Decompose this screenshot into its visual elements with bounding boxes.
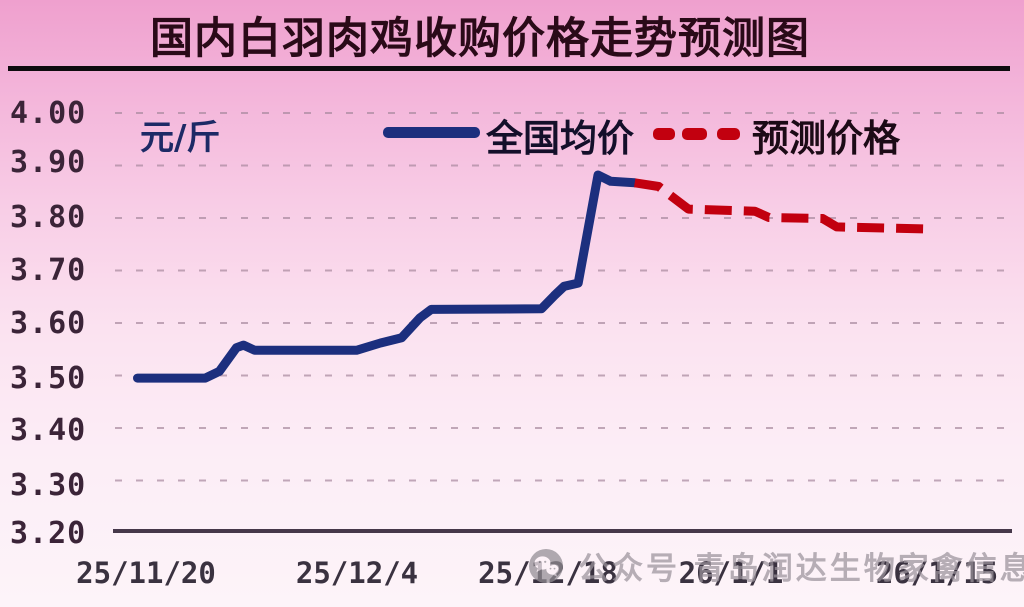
page-title: 国内白羽肉鸡收购价格走势预测图 [150,16,810,63]
legend-label-forecast: 预测价格 [752,117,900,160]
y-tick-label: 3.60 [10,306,87,341]
wechat-icon [529,548,563,583]
y-tick-label: 3.40 [10,413,87,448]
y-tick-label: 4.00 [10,96,87,131]
forecast-dash-swatch [682,128,707,140]
x-tick-label: 26/1/15 [875,556,999,590]
x-tick-label: 26/1/1 [678,556,784,590]
forecast-dash-swatch [717,128,740,140]
forecast-dash-swatch [653,128,675,140]
watermark-text: 公众号 青岛润达生物家禽信息 [578,551,1024,587]
y-tick-label: 3.80 [10,200,87,235]
y-tick-label: 3.90 [10,145,87,180]
watermark: 公众号 青岛润达生物家禽信息 [528,543,1024,588]
forecast-price-line [634,178,931,234]
x-tick-label: 25/11/20 [76,556,216,590]
y-tick-label: 3.50 [10,361,87,396]
y-tick-label: 3.70 [10,253,87,288]
x-tick-label: 25/12/4 [295,556,419,590]
y-tick-label: 3.20 [10,516,87,551]
y-tick-label: 3.30 [10,468,87,503]
actual-price-line [133,170,640,383]
actual-line-swatch [383,127,480,138]
y-axis-unit-label: 元/斤 [140,118,221,158]
legend-label-actual: 全国均价 [486,117,634,160]
title-divider [8,66,1010,71]
